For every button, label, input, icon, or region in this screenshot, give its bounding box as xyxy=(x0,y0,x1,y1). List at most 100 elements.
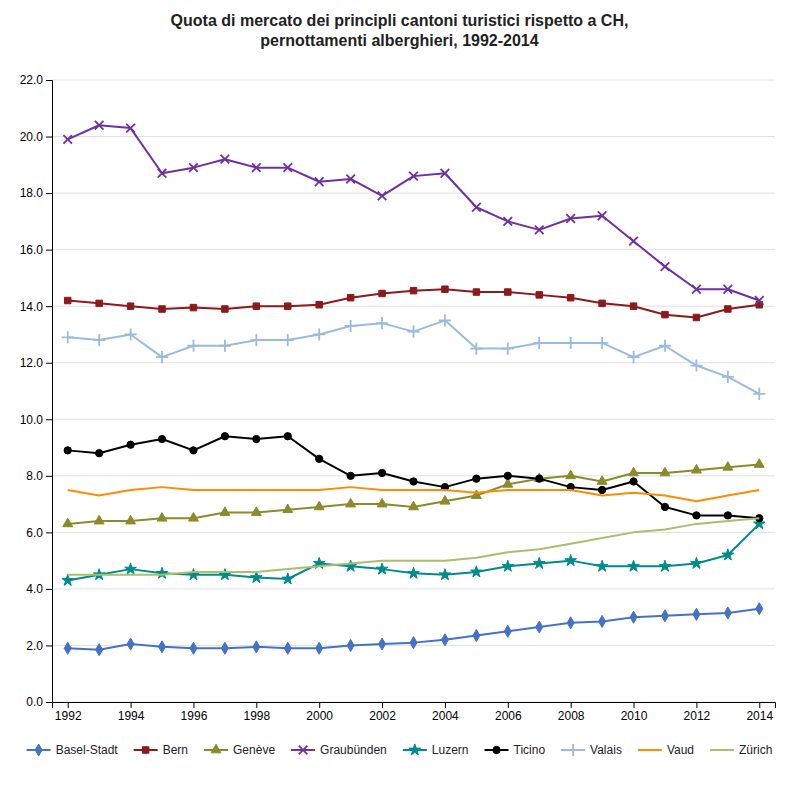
tick-mark xyxy=(46,589,52,590)
marker xyxy=(533,337,545,349)
legend-label: Genève xyxy=(233,743,275,757)
marker xyxy=(126,515,136,524)
marker xyxy=(158,435,165,442)
legend-swatch xyxy=(710,749,734,751)
marker xyxy=(156,567,168,578)
tick: 1998 xyxy=(243,702,270,723)
marker xyxy=(439,569,451,580)
tick: 2000 xyxy=(306,702,333,723)
marker xyxy=(63,518,73,527)
legend-swatch xyxy=(638,749,662,751)
tick: 8.0 xyxy=(26,469,52,483)
tick: 18.0 xyxy=(20,186,52,200)
marker xyxy=(221,642,228,654)
series xyxy=(64,603,763,656)
marker xyxy=(219,340,231,352)
series xyxy=(64,286,762,321)
tick-mark xyxy=(46,137,52,138)
tick-label: 12.0 xyxy=(20,356,44,370)
marker xyxy=(691,464,701,473)
marker xyxy=(596,337,608,349)
tick-mark xyxy=(759,702,760,708)
marker xyxy=(535,226,544,235)
tick-label: 2008 xyxy=(558,709,585,723)
marker xyxy=(565,337,577,349)
series xyxy=(62,518,765,586)
marker xyxy=(285,303,291,309)
marker xyxy=(127,638,134,650)
tick: 14.0 xyxy=(20,300,52,314)
marker xyxy=(661,262,670,271)
legend-marker xyxy=(211,744,221,753)
series xyxy=(68,487,760,501)
marker xyxy=(470,343,482,355)
tick: 2014 xyxy=(746,702,773,723)
tick-mark xyxy=(46,306,52,307)
marker xyxy=(471,566,483,577)
legend-item: Ticino xyxy=(485,743,546,757)
tick-mark xyxy=(46,532,52,533)
legend-marker xyxy=(35,744,42,756)
series-group xyxy=(62,121,766,656)
marker xyxy=(157,513,167,522)
marker xyxy=(693,314,699,320)
marker xyxy=(567,294,573,300)
tick-label: 10.0 xyxy=(20,413,44,427)
marker xyxy=(379,290,385,296)
tick-mark xyxy=(382,702,383,708)
tick: 20.0 xyxy=(20,130,52,144)
marker xyxy=(471,490,481,499)
marker xyxy=(93,334,105,346)
tick-label: 1998 xyxy=(243,709,270,723)
tick: 12.0 xyxy=(20,356,52,370)
marker xyxy=(189,513,199,522)
tick-mark xyxy=(508,702,509,708)
marker xyxy=(378,192,387,201)
marker xyxy=(536,475,543,482)
tick-label: 4.0 xyxy=(26,582,43,596)
marker xyxy=(472,203,481,212)
marker xyxy=(62,574,74,585)
marker xyxy=(442,286,448,292)
marker xyxy=(251,571,263,582)
marker xyxy=(127,441,134,448)
grid-line xyxy=(52,532,775,533)
marker xyxy=(127,303,133,309)
marker xyxy=(378,469,385,476)
legend: Basel-StadtBernGenèveGraubündenLuzernTic… xyxy=(27,743,773,757)
marker xyxy=(597,476,607,485)
marker xyxy=(533,557,545,568)
marker xyxy=(410,478,417,485)
tick-mark xyxy=(46,363,52,364)
tick-label: 1992 xyxy=(55,709,82,723)
marker xyxy=(94,515,104,524)
tick-label: 2014 xyxy=(746,709,773,723)
marker xyxy=(441,169,450,178)
marker xyxy=(379,638,386,650)
legend-item: Genève xyxy=(204,743,275,757)
marker xyxy=(693,608,700,620)
tick-label: 2004 xyxy=(432,709,459,723)
marker xyxy=(629,467,639,476)
marker xyxy=(220,507,230,516)
marker xyxy=(253,435,260,442)
marker xyxy=(755,296,764,305)
marker xyxy=(345,560,357,571)
grid-line xyxy=(52,249,775,250)
marker xyxy=(599,300,605,306)
tick: 2.0 xyxy=(26,639,52,653)
tick: 16.0 xyxy=(20,243,52,257)
axis-line xyxy=(53,703,776,709)
tick-label: 2.0 xyxy=(26,639,43,653)
tick: 2002 xyxy=(369,702,396,723)
marker xyxy=(283,163,292,172)
tick-label: 14.0 xyxy=(20,300,44,314)
marker xyxy=(690,359,702,371)
marker xyxy=(723,462,733,471)
tick-label: 6.0 xyxy=(26,526,43,540)
legend-label: Zürich xyxy=(739,743,772,757)
grid-line xyxy=(52,362,775,363)
tick-mark xyxy=(256,702,257,708)
tick-mark xyxy=(46,193,52,194)
marker xyxy=(253,641,260,653)
